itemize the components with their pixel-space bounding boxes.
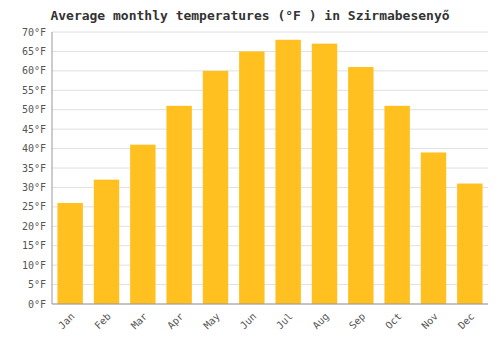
grid-line xyxy=(52,51,488,52)
bar xyxy=(348,67,373,304)
x-tick-label: Mar xyxy=(129,311,150,332)
x-tick-label: Oct xyxy=(383,311,404,332)
x-tick-label: Sep xyxy=(347,311,368,332)
y-tick-label: 45°F xyxy=(22,124,46,135)
x-tick-label: Jan xyxy=(56,311,77,332)
bar xyxy=(312,44,337,304)
bars xyxy=(57,40,482,304)
y-tick-label: 50°F xyxy=(22,104,46,115)
bar xyxy=(166,106,191,304)
y-tick-label: 65°F xyxy=(22,46,46,57)
y-tick-label: 60°F xyxy=(22,65,46,76)
grid-line xyxy=(52,90,488,91)
y-axis-line xyxy=(52,32,53,304)
x-tick-label: Apr xyxy=(165,311,186,332)
y-tick-label: 40°F xyxy=(22,143,46,154)
chart: Average monthly temperatures (°F ) in Sz… xyxy=(0,0,500,350)
x-tick-label: May xyxy=(201,311,222,332)
bar xyxy=(421,152,446,304)
bar xyxy=(275,40,300,304)
grid-line xyxy=(52,129,488,130)
grid-line xyxy=(52,304,488,305)
y-tick-label: 10°F xyxy=(22,260,46,271)
y-tick-label: 0°F xyxy=(28,299,46,310)
bar xyxy=(203,71,228,304)
y-tick-label: 55°F xyxy=(22,85,46,96)
y-tick-label: 15°F xyxy=(22,240,46,251)
y-tick-label: 30°F xyxy=(22,182,46,193)
background xyxy=(0,0,500,350)
grid-line xyxy=(52,32,488,33)
bar xyxy=(57,203,82,304)
bar xyxy=(239,51,264,304)
y-tick-label: 70°F xyxy=(22,27,46,38)
grid-line xyxy=(52,70,488,71)
y-tick-label: 20°F xyxy=(22,221,46,232)
grid xyxy=(52,32,488,304)
x-tick-label: Jul xyxy=(274,311,295,332)
y-tick-label: 35°F xyxy=(22,163,46,174)
grid-line xyxy=(52,148,488,149)
bar xyxy=(130,145,155,304)
title: Average monthly temperatures (°F ) in Sz… xyxy=(50,8,449,23)
x-axis-line xyxy=(52,304,488,305)
x-tick-label: Feb xyxy=(92,311,113,332)
bar xyxy=(457,184,482,304)
bar xyxy=(94,180,119,304)
y-tick-label: 25°F xyxy=(22,201,46,212)
grid-line xyxy=(52,109,488,110)
x-tick-label: Aug xyxy=(310,311,331,332)
y-tick-label: 5°F xyxy=(28,279,46,290)
x-tick-label: Jun xyxy=(238,311,259,332)
x-tick-label: Nov xyxy=(419,311,440,332)
x-tick-label: Dec xyxy=(456,311,477,332)
bar xyxy=(384,106,409,304)
